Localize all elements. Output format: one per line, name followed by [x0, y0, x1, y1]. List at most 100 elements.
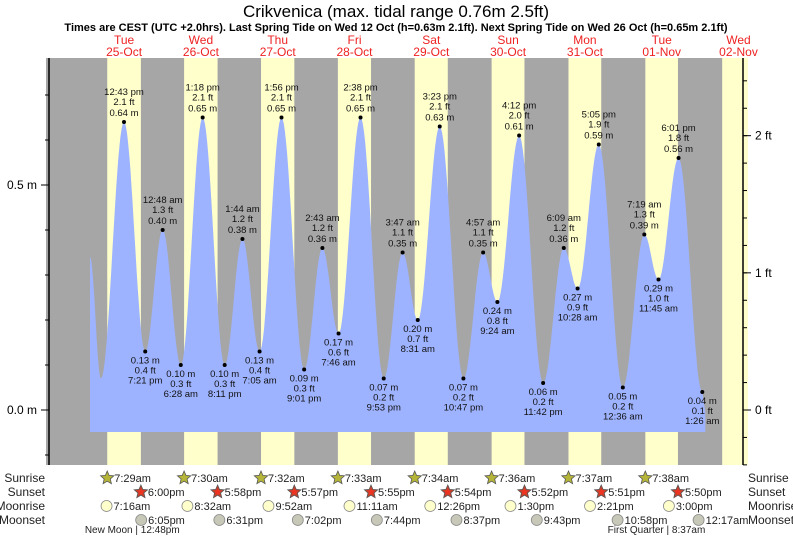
moonset-time: 7:44pm: [384, 515, 421, 527]
row-label-sunrise: Sunrise: [748, 471, 789, 485]
tide-time: 7:19 am: [627, 200, 661, 211]
tide-time: 3:23 pm: [423, 92, 457, 103]
tide-time: 1:18 pm: [185, 83, 219, 94]
moonset-icon: [135, 514, 148, 526]
day-of-week: Tue: [652, 33, 673, 47]
day-of-week: Sat: [422, 33, 441, 47]
tide-point: [121, 120, 126, 124]
tide-height-m: 0.40 m: [148, 216, 177, 227]
moonrise-icon: [584, 500, 596, 512]
moonrise-time: 11:11am: [356, 501, 397, 513]
sunset-time: 6:00pm: [148, 487, 185, 499]
tide-height-m: 0.20 m: [403, 324, 432, 335]
tide-time: 8:31 am: [401, 344, 435, 355]
tide-height-ft: 0.3 ft: [294, 384, 315, 395]
tide-height-ft: 0.7 ft: [407, 334, 428, 345]
tide-time: 1:44 am: [225, 204, 259, 215]
moonrise-time: 2:21pm: [597, 501, 634, 513]
moonrise-time: 1:30pm: [518, 501, 555, 513]
tide-point: [575, 286, 580, 291]
tide-height-ft: 1.2 ft: [232, 214, 253, 225]
tide-point: [495, 300, 500, 304]
sunrise-time: 7:37am: [575, 473, 612, 485]
sunrise-icon: [253, 469, 269, 485]
day-of-week: Wed: [726, 33, 750, 47]
tide-height-m: 0.59 m: [584, 131, 613, 142]
row-label-sunrise: Sunrise: [4, 471, 45, 485]
tide-time: 6:28 am: [164, 389, 198, 400]
tide-height-ft: 1.0 ft: [648, 294, 669, 305]
tide-point: [620, 385, 625, 390]
sunset-time: 5:57pm: [301, 487, 338, 499]
sunrise-time: 7:32am: [268, 473, 305, 485]
day-date: 31-Oct: [567, 45, 604, 59]
right-tick-label: 1 ft: [755, 266, 772, 280]
tide-height-m: 0.13 m: [245, 356, 274, 367]
row-label-moonset: Moonset: [0, 513, 46, 527]
tide-height-ft: 0.4 ft: [135, 366, 156, 377]
tide-point: [656, 277, 661, 282]
tide-height-ft: 0.2 ft: [373, 393, 394, 404]
tide-time: 8:11 pm: [208, 389, 242, 400]
tide-point: [320, 246, 325, 250]
tide-point: [336, 331, 341, 336]
tide-height-ft: 1.1 ft: [392, 228, 413, 239]
row-label-moonrise: Moonrise: [748, 499, 793, 513]
tide-height-m: 0.56 m: [664, 144, 693, 155]
tide-point: [160, 228, 165, 232]
tide-height-m: 0.10 m: [166, 369, 195, 380]
day-date: 26-Oct: [183, 45, 220, 59]
tide-point: [222, 363, 227, 367]
tide-height-m: 0.07 m: [449, 383, 478, 394]
left-tick-label: 0.5 m: [7, 178, 37, 192]
day-of-week: Fri: [348, 33, 362, 47]
sunset-icon-core: [291, 489, 297, 495]
tide-height-ft: 0.3 ft: [214, 379, 235, 390]
tide-height-m: 0.65 m: [267, 104, 296, 115]
moonrise-icon: [504, 500, 517, 512]
tide-time: 10:28 am: [558, 313, 598, 324]
tide-time: 1:26 am: [685, 416, 719, 427]
tide-height-ft: 0.2 ft: [453, 393, 474, 404]
tide-time: 7:05 am: [242, 376, 276, 387]
tide-point: [517, 133, 522, 138]
tide-point: [596, 142, 601, 147]
chart-subtitle: Times are CEST (UTC +2.0hrs). Last Sprin…: [64, 22, 727, 34]
row-label-moonset: Moonset: [748, 513, 793, 527]
tide-time: 9:01 pm: [287, 394, 321, 405]
tide-height-m: 0.38 m: [228, 225, 257, 236]
tide-time: 10:47 pm: [444, 403, 484, 414]
tide-height-m: 0.65 m: [188, 104, 217, 115]
axes: 0.0 m 0.5 m 0 ft 1 ft 2 ft: [7, 58, 772, 466]
tide-area: [90, 117, 706, 432]
tide-height-ft: 1.2 ft: [312, 223, 333, 234]
day-of-week: Thu: [267, 33, 288, 47]
tide-height-m: 0.06 m: [529, 387, 558, 398]
tide-height-m: 0.35 m: [469, 239, 498, 250]
tide-height-ft: 2.1 ft: [429, 102, 450, 113]
tide-time: 6:01 pm: [661, 123, 695, 134]
day-of-week: Sun: [497, 33, 518, 47]
tide-height-ft: 0.2 ft: [533, 397, 554, 408]
tide-height-ft: 0.1 ft: [692, 406, 713, 417]
tide-height-ft: 1.1 ft: [473, 228, 494, 239]
moonrise-icon: [663, 500, 675, 512]
tide-height-m: 0.64 m: [109, 108, 138, 119]
moonset-icon: [370, 514, 383, 526]
tide-height-m: 0.13 m: [131, 356, 160, 367]
tide-time: 11:45 am: [639, 304, 678, 315]
moonrise-time: 9:52am: [275, 501, 312, 513]
tide-point: [302, 367, 307, 372]
day-date: 30-Oct: [490, 45, 527, 59]
tide-height-ft: 0.8 ft: [487, 316, 508, 327]
tide-height-ft: 0.4 ft: [249, 366, 270, 377]
sunrise-icon: [637, 469, 653, 485]
moonset-icon: [530, 514, 543, 526]
moonset-icon: [611, 514, 624, 526]
sunrise-icon: [560, 469, 577, 485]
moonrise-icon: [262, 500, 275, 512]
tide-time: 2:43 am: [305, 213, 339, 224]
row-label-sunset: Sunset: [748, 485, 786, 499]
tide-height-ft: 1.3 ft: [634, 210, 655, 221]
tide-time: 7:21 pm: [128, 376, 162, 387]
